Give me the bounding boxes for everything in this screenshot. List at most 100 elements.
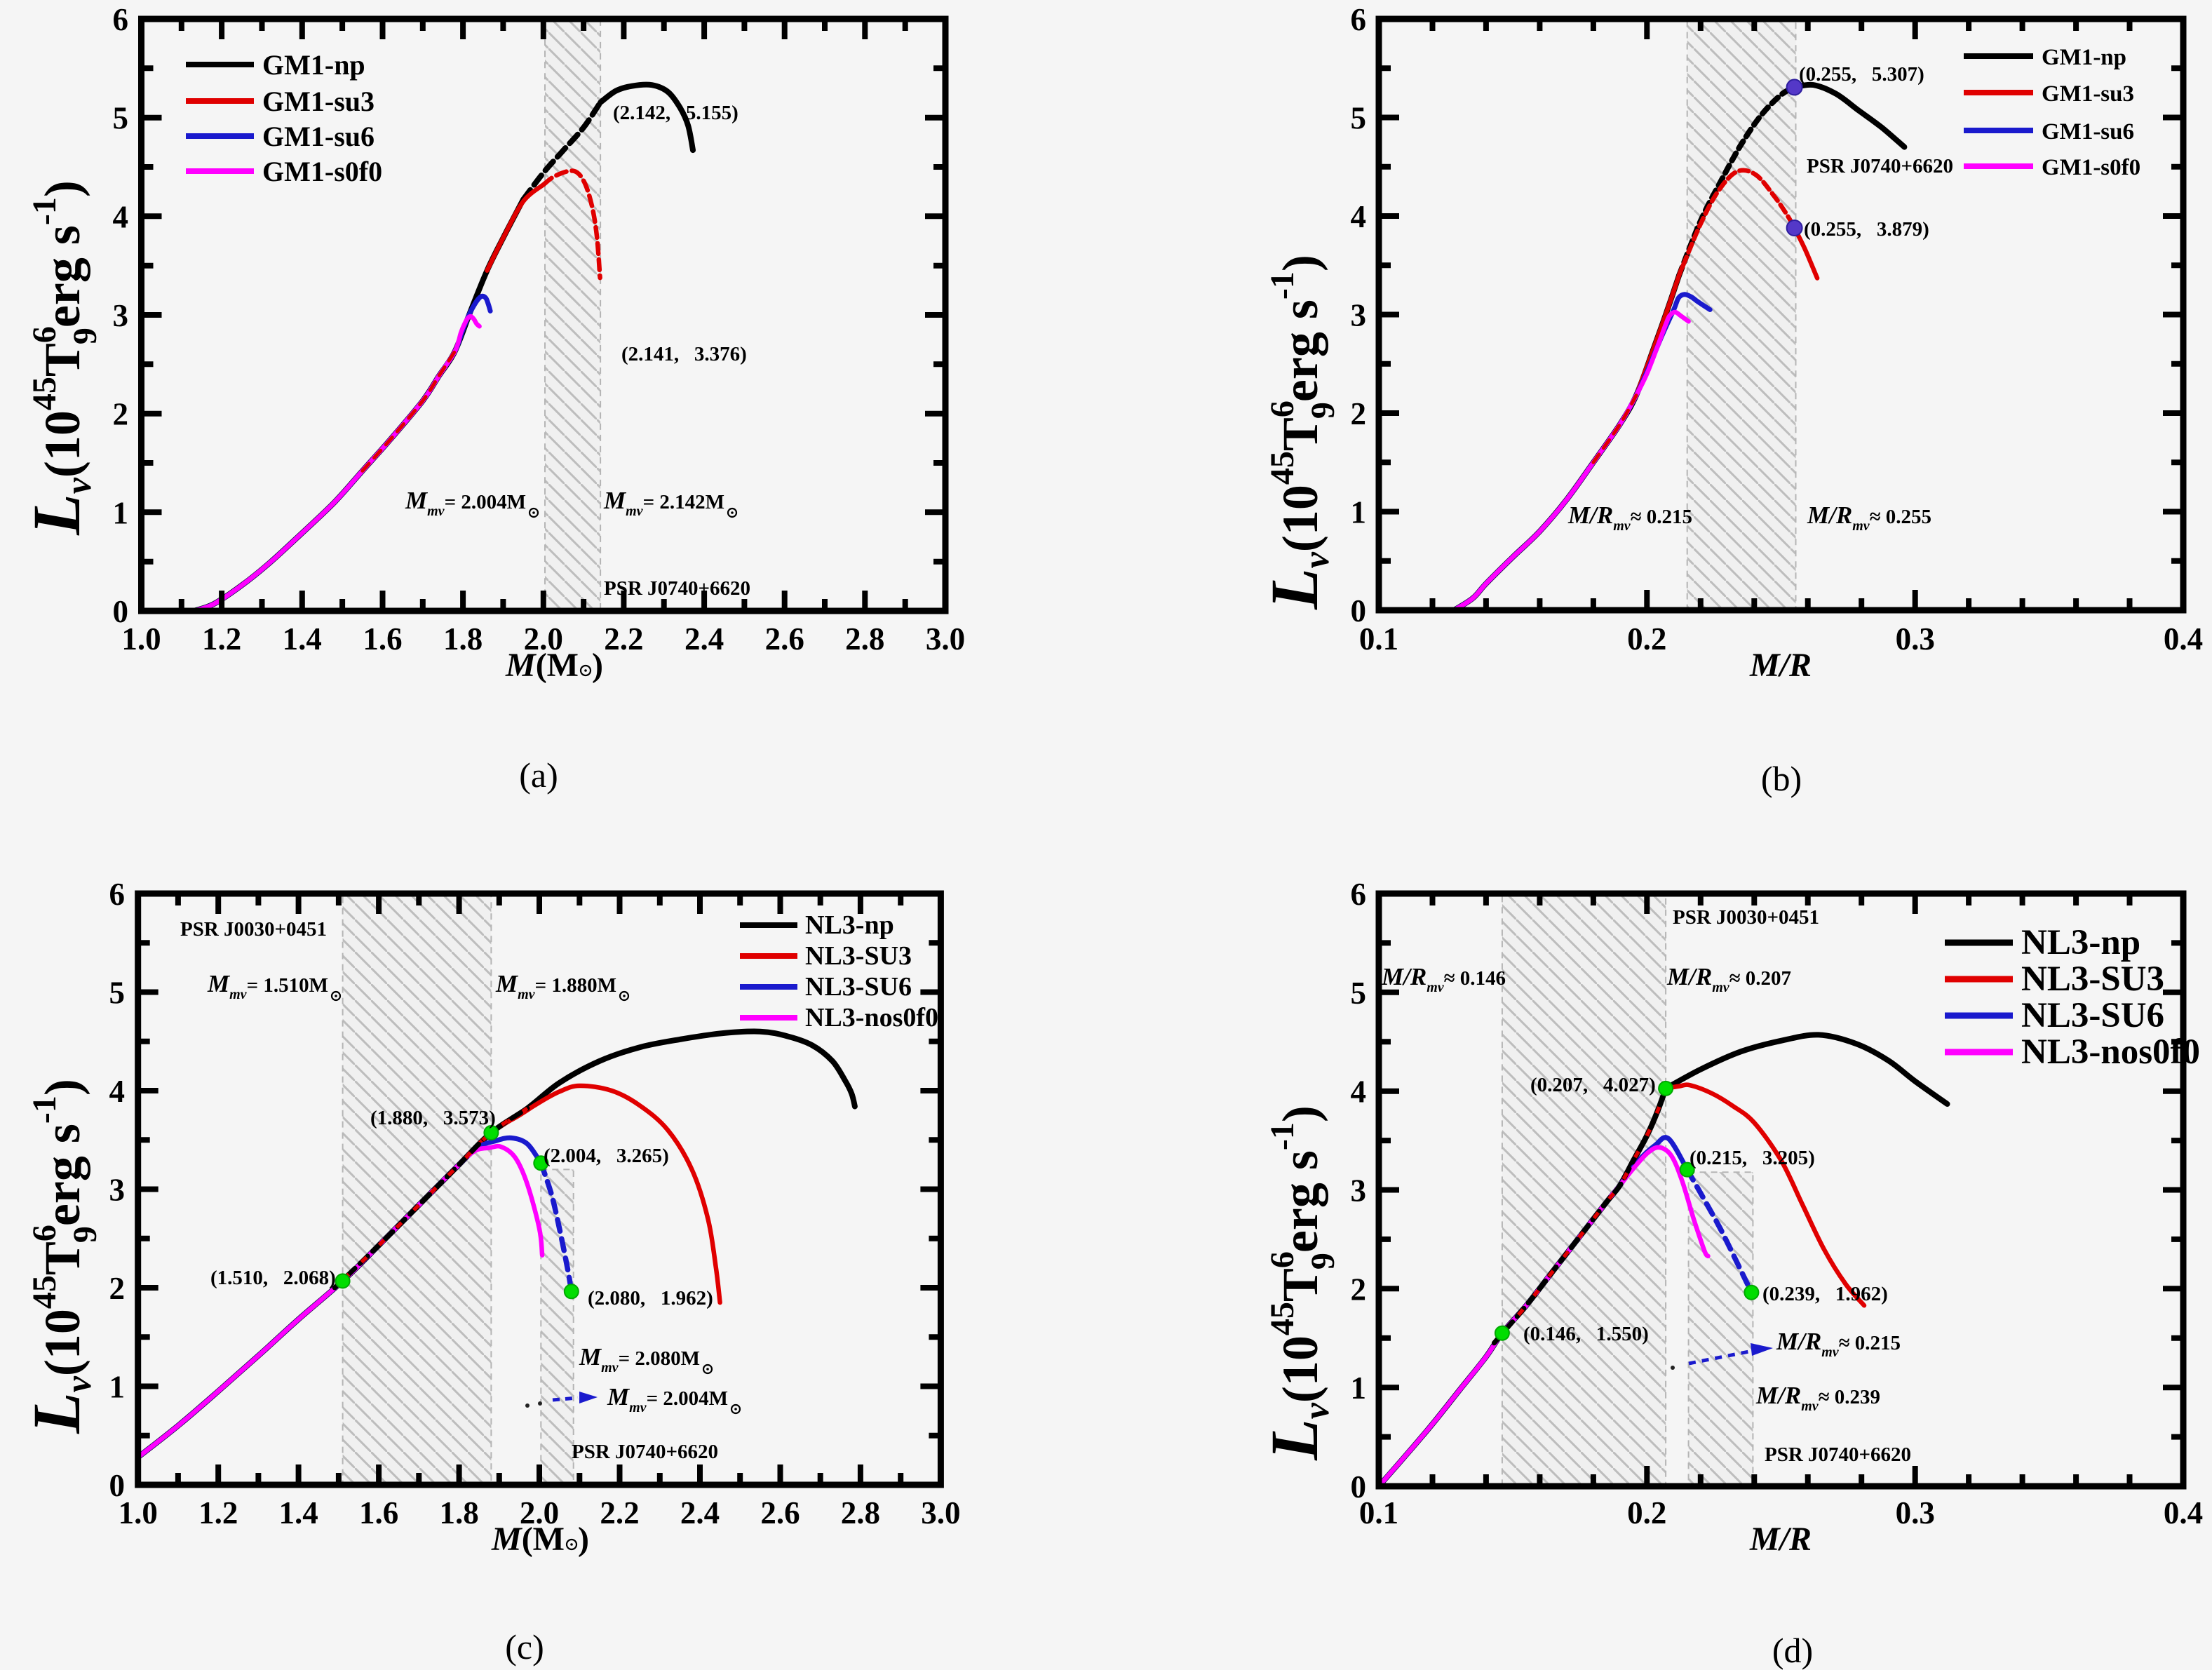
svg-text:0: 0 <box>109 1468 126 1503</box>
svg-text:PSR J0740+6620: PSR J0740+6620 <box>572 1441 718 1463</box>
svg-text:6: 6 <box>109 877 126 912</box>
svg-text:NL3-nos0f0: NL3-nos0f0 <box>2021 1032 2200 1072</box>
svg-text:3: 3 <box>1351 1173 1367 1208</box>
svg-text:4: 4 <box>1351 199 1367 234</box>
svg-text:PSR J0030+0451: PSR J0030+0451 <box>1673 906 1819 929</box>
svg-text:0: 0 <box>1351 593 1367 628</box>
svg-text:3: 3 <box>1351 298 1367 333</box>
svg-text:M/Rmv≈ 0.239: M/Rmv≈ 0.239 <box>1755 1382 1880 1414</box>
svg-text:NL3-SU6: NL3-SU6 <box>805 972 912 1002</box>
svg-text:GM1-su6: GM1-su6 <box>262 121 375 152</box>
svg-text:2.2: 2.2 <box>600 1495 639 1530</box>
svg-text:0.1: 0.1 <box>1359 621 1398 656</box>
svg-text:(a): (a) <box>519 755 558 795</box>
svg-text:Mmv= 2.004M: Mmv= 2.004M <box>607 1383 728 1415</box>
svg-text:5: 5 <box>1351 101 1367 136</box>
svg-text:1.4: 1.4 <box>283 621 322 656</box>
svg-text:GM1-s0f0: GM1-s0f0 <box>2042 155 2140 180</box>
svg-text:2.4: 2.4 <box>684 621 724 656</box>
svg-text:2.0: 2.0 <box>524 621 563 656</box>
svg-text:): ) <box>592 647 603 684</box>
svg-text:(b): (b) <box>1761 759 1802 798</box>
svg-text:4: 4 <box>113 199 129 234</box>
svg-text:2: 2 <box>1351 396 1367 431</box>
svg-text:Mmv= 1.510M: Mmv= 1.510M <box>207 970 328 1002</box>
svg-text:Mmv= 2.142M: Mmv= 2.142M <box>603 487 724 519</box>
svg-text:(d): (d) <box>1772 1631 1813 1670</box>
svg-text:M/Rmv≈ 0.215: M/Rmv≈ 0.215 <box>1776 1328 1901 1360</box>
svg-text:GM1-su6: GM1-su6 <box>2042 119 2134 144</box>
svg-text:GM1-np: GM1-np <box>262 49 365 81</box>
svg-text:4: 4 <box>109 1074 126 1109</box>
svg-text:2.6: 2.6 <box>760 1495 800 1530</box>
svg-text:1.4: 1.4 <box>278 1495 318 1530</box>
svg-text:(1.510, 2.068): (1.510, 2.068) <box>210 1267 336 1289</box>
svg-text:M/R: M/R <box>1749 1521 1812 1558</box>
svg-text:(0.239, 1.962): (0.239, 1.962) <box>1762 1283 1888 1305</box>
svg-text:(0.255, 3.879): (0.255, 3.879) <box>1804 218 1929 241</box>
svg-text:Mmv= 1.880M: Mmv= 1.880M <box>495 970 616 1002</box>
svg-text:NL3-SU3: NL3-SU3 <box>805 941 912 971</box>
svg-text:1.8: 1.8 <box>439 1495 478 1530</box>
svg-text:NL3-SU6: NL3-SU6 <box>2021 996 2164 1035</box>
svg-text:6: 6 <box>113 2 129 37</box>
svg-text:GM1-su3: GM1-su3 <box>2042 81 2134 107</box>
svg-text:0.3: 0.3 <box>1896 621 1935 656</box>
svg-text:(0.215, 3.205): (0.215, 3.205) <box>1690 1147 1815 1169</box>
svg-text:): ) <box>578 1521 589 1558</box>
svg-text:0.2: 0.2 <box>1627 1495 1666 1530</box>
svg-text:0.2: 0.2 <box>1627 621 1666 656</box>
svg-text:M/Rmv≈ 0.146: M/Rmv≈ 0.146 <box>1381 963 1506 995</box>
svg-text:2.8: 2.8 <box>841 1495 880 1530</box>
svg-text:1: 1 <box>113 495 129 530</box>
svg-text:2: 2 <box>1351 1272 1367 1307</box>
svg-text:1.8: 1.8 <box>443 621 483 656</box>
svg-text:3.0: 3.0 <box>921 1495 960 1530</box>
svg-text:0.4: 0.4 <box>2164 621 2203 656</box>
svg-text:3: 3 <box>109 1173 126 1208</box>
svg-text:1.2: 1.2 <box>198 1495 238 1530</box>
svg-text:M(M: M(M <box>491 1521 565 1558</box>
svg-text:NL3-SU3: NL3-SU3 <box>2021 959 2164 999</box>
svg-text:1: 1 <box>1351 1371 1367 1406</box>
svg-text:1.6: 1.6 <box>359 1495 398 1530</box>
svg-text:NL3-nos0f0: NL3-nos0f0 <box>805 1003 938 1032</box>
svg-text:1.0: 1.0 <box>121 621 161 656</box>
svg-text:1: 1 <box>109 1370 126 1405</box>
svg-text:2.0: 2.0 <box>520 1495 559 1530</box>
svg-text:3.0: 3.0 <box>926 621 965 656</box>
svg-text:M/Rmv≈ 0.255: M/Rmv≈ 0.255 <box>1807 501 1931 534</box>
svg-text:0.1: 0.1 <box>1359 1495 1398 1530</box>
svg-text:PSR J0740+6620: PSR J0740+6620 <box>1765 1443 1911 1466</box>
svg-text:(2.142, 5.155): (2.142, 5.155) <box>613 102 739 124</box>
svg-text:5: 5 <box>109 976 126 1011</box>
svg-text:6: 6 <box>1351 2 1367 37</box>
svg-text:2.6: 2.6 <box>765 621 804 656</box>
svg-text:PSR J0030+0451: PSR J0030+0451 <box>180 918 327 941</box>
svg-text:6: 6 <box>1351 877 1367 912</box>
svg-text:M/R: M/R <box>1749 647 1812 684</box>
svg-text:M(M: M(M <box>505 647 579 684</box>
svg-text:1.0: 1.0 <box>119 1495 158 1530</box>
svg-text:(c): (c) <box>505 1627 544 1666</box>
svg-text:0.3: 0.3 <box>1896 1495 1935 1530</box>
svg-text:GM1-su3: GM1-su3 <box>262 86 375 117</box>
svg-text:NL3-np: NL3-np <box>805 910 894 940</box>
svg-text:(2.141, 3.376): (2.141, 3.376) <box>621 343 747 365</box>
svg-text:(0.146, 1.550): (0.146, 1.550) <box>1523 1323 1649 1345</box>
svg-text:2: 2 <box>113 397 129 432</box>
svg-text:Mmv= 2.004M: Mmv= 2.004M <box>405 487 526 519</box>
svg-text:Mmv= 2.080M: Mmv= 2.080M <box>579 1343 700 1375</box>
svg-text:NL3-np: NL3-np <box>2021 923 2140 962</box>
svg-text:GM1-np: GM1-np <box>2042 45 2126 70</box>
svg-text:M/Rmv≈ 0.215: M/Rmv≈ 0.215 <box>1567 501 1692 534</box>
svg-text:2: 2 <box>109 1271 126 1306</box>
svg-text:2.2: 2.2 <box>604 621 643 656</box>
svg-text:5: 5 <box>1351 976 1367 1011</box>
svg-text:(0.255, 5.307): (0.255, 5.307) <box>1799 63 1924 86</box>
svg-text:(2.080, 1.962): (2.080, 1.962) <box>588 1287 713 1309</box>
